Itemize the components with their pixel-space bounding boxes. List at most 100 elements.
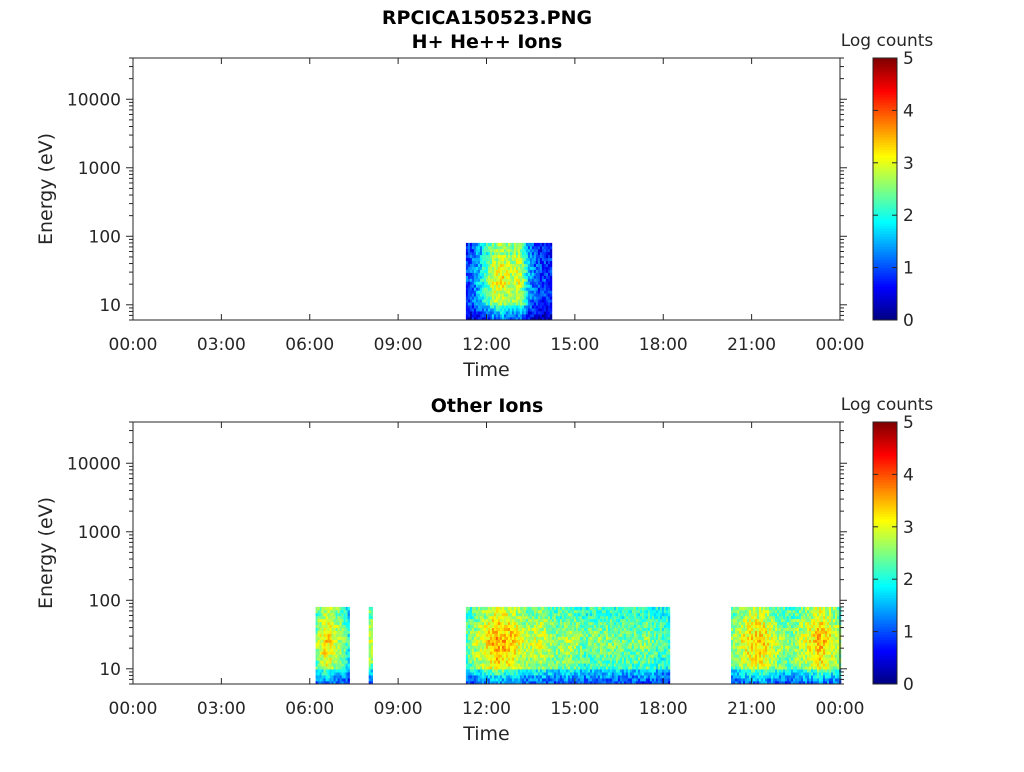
heatmap-cell [494,625,496,628]
heatmap-cell [514,619,516,622]
heatmap-cell [466,678,468,681]
heatmap-cell [480,660,482,663]
heatmap-cell [508,613,510,616]
heatmap-cell [520,290,522,293]
heatmap-cell [488,657,490,660]
heatmap-cell [328,616,330,619]
heatmap-cell [506,672,508,675]
heatmap-cell [618,634,620,637]
heatmap-cell [636,637,638,640]
heatmap-cell [514,622,516,625]
heatmap-cell [510,299,512,302]
heatmap-cell [536,669,538,672]
heatmap-cell [759,637,761,640]
heatmap-cell [524,634,526,637]
heatmap-cell [761,634,763,637]
heatmap-cell [512,654,514,657]
heatmap-cell [566,628,568,631]
heatmap-cell [656,628,658,631]
heatmap-cell [526,296,528,299]
heatmap-cell [741,660,743,663]
heatmap-cell [494,284,496,287]
heatmap-cell [544,284,546,287]
heatmap-cell [743,657,745,660]
heatmap-cell [763,657,765,660]
heatmap-cell [542,607,544,610]
heatmap-cell [588,675,590,678]
heatmap-cell [338,657,340,660]
heatmap-cell [582,654,584,657]
heatmap-cell [548,249,550,252]
heatmap-cell [508,640,510,643]
heatmap-cell [630,616,632,619]
data-block [466,243,552,320]
heatmap-cell [530,267,532,270]
heatmap-cell [741,643,743,646]
heatmap-cell [506,290,508,293]
heatmap-cell [576,631,578,634]
heatmap-cell [604,610,606,613]
heatmap-cell [496,284,498,287]
heatmap-cell [478,299,480,302]
heatmap-cell [747,607,749,610]
heatmap-cell [516,305,518,308]
heatmap-cell [516,634,518,637]
heatmap-cell [620,622,622,625]
heatmap-cell [322,643,324,646]
heatmap-cell [510,270,512,273]
heatmap-cell [520,616,522,619]
colorbar-segment [873,244,897,247]
heatmap-cell [548,243,550,246]
heatmap-cell [546,302,548,305]
heatmap-cell [496,296,498,299]
heatmap-cell [546,631,548,634]
heatmap-cell [739,654,741,657]
heatmap-cell [576,607,578,610]
heatmap-cell [490,308,492,311]
heatmap-cell [520,610,522,613]
heatmap-cell [482,246,484,249]
heatmap-cell [502,631,504,634]
heatmap-cell [632,678,634,681]
heatmap-cell [488,643,490,646]
heatmap-cell [498,314,500,317]
heatmap-cell [749,628,751,631]
heatmap-cell [371,616,373,619]
heatmap-cell [612,616,614,619]
colorbar-segment [873,199,897,202]
heatmap-cell [530,622,532,625]
heatmap-cell [550,669,552,672]
heatmap-cell [568,651,570,654]
heatmap-cell [578,607,580,610]
heatmap-cell [526,646,528,649]
heatmap-cell [536,648,538,651]
heatmap-cell [504,678,506,681]
heatmap-cell [466,657,468,660]
heatmap-cell [482,258,484,261]
heatmap-cell [508,669,510,672]
heatmap-cell [620,625,622,628]
heatmap-cell [498,654,500,657]
heatmap-cell [538,314,540,317]
heatmap-cell [468,637,470,640]
data-block [466,607,670,684]
heatmap-cell [598,666,600,669]
heatmap-cell [490,314,492,317]
heatmap-cell [538,640,540,643]
heatmap-cell [664,663,666,666]
heatmap-cell [508,637,510,640]
heatmap-cell [731,669,733,672]
heatmap-cell [520,258,522,261]
heatmap-cell [344,616,346,619]
heatmap-cell [516,267,518,270]
heatmap-cell [500,270,502,273]
heatmap-cell [550,660,552,663]
heatmap-cell [735,646,737,649]
heatmap-cell [534,634,536,637]
heatmap-cell [474,631,476,634]
heatmap-cell [662,675,664,678]
colorbar-segment [873,184,897,187]
heatmap-cell [316,646,318,649]
colorbar-segment [873,278,897,281]
heatmap-cell [654,672,656,675]
